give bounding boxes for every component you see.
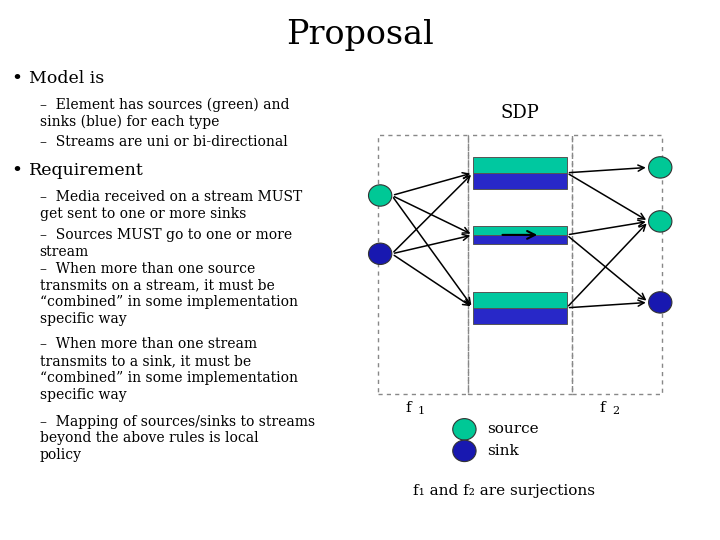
Text: –  Element has sources (green) and
sinks (blue) for each type: – Element has sources (green) and sinks … <box>40 97 289 129</box>
Ellipse shape <box>369 243 392 265</box>
Ellipse shape <box>453 418 476 440</box>
Text: –  Streams are uni or bi-directional: – Streams are uni or bi-directional <box>40 135 287 149</box>
Text: SDP: SDP <box>500 104 539 122</box>
Text: f: f <box>600 401 606 415</box>
Text: •: • <box>11 70 22 88</box>
Ellipse shape <box>453 440 476 462</box>
Bar <box>572 135 662 394</box>
Bar <box>473 173 567 189</box>
Text: 1: 1 <box>418 406 425 416</box>
Ellipse shape <box>649 157 672 178</box>
Text: •: • <box>11 162 22 180</box>
Text: Model is: Model is <box>29 70 104 87</box>
Bar <box>473 235 567 244</box>
Bar <box>473 308 567 324</box>
Text: 2: 2 <box>612 406 619 416</box>
Text: f: f <box>405 401 411 415</box>
Bar <box>473 226 567 235</box>
Bar <box>473 292 567 308</box>
Text: sink: sink <box>487 444 519 458</box>
Ellipse shape <box>369 185 392 206</box>
Text: –  Sources MUST go to one or more
stream: – Sources MUST go to one or more stream <box>40 228 292 259</box>
Text: –  When more than one stream
transmits to a sink, it must be
“combined” in some : – When more than one stream transmits to… <box>40 338 297 402</box>
Text: –  Mapping of sources/sinks to streams
beyond the above rules is local
policy: – Mapping of sources/sinks to streams be… <box>40 415 315 462</box>
Bar <box>378 135 468 394</box>
Text: f₁ and f₂ are surjections: f₁ and f₂ are surjections <box>413 484 595 498</box>
Text: –  Media received on a stream MUST
get sent to one or more sinks: – Media received on a stream MUST get se… <box>40 190 302 221</box>
Text: source: source <box>487 422 539 436</box>
Bar <box>468 135 572 394</box>
Text: Proposal: Proposal <box>286 19 434 51</box>
Ellipse shape <box>649 292 672 313</box>
Bar <box>473 157 567 173</box>
Text: Requirement: Requirement <box>29 162 143 179</box>
Ellipse shape <box>649 211 672 232</box>
Text: –  When more than one source
transmits on a stream, it must be
“combined” in som: – When more than one source transmits on… <box>40 262 297 326</box>
